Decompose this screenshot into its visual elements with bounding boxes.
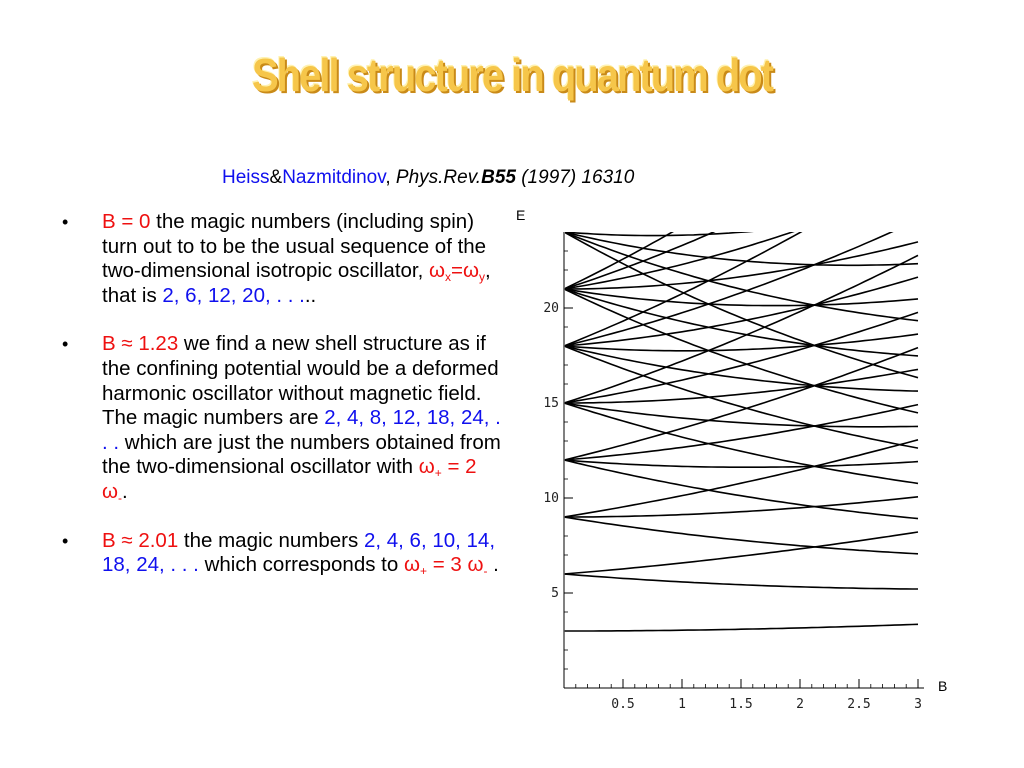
bullet-text: we find a new shell structure as if the … — [102, 332, 499, 430]
energy-level-line — [565, 516, 919, 555]
energy-level-chart: 0.5 1 1.5 2 2.5 3 5 10 15 20 B E — [516, 207, 947, 712]
energy-level-line — [565, 241, 919, 290]
y-tick-label: 15 — [543, 396, 559, 411]
slide-title: Shell structure in quantum dot — [251, 50, 774, 102]
citation-journal: Phys.Rev. — [395, 167, 482, 188]
x-tick-label: 2 — [796, 697, 804, 712]
bullet-text: , that is — [102, 259, 491, 307]
bullet-tail: . — [487, 553, 499, 577]
y-axis-label: E — [516, 207, 525, 223]
citation-year-page: (1997) 16310 — [521, 167, 635, 188]
energy-level-curves — [565, 232, 919, 632]
omega-relation: ω+ = 2 ω- — [102, 455, 477, 505]
energy-level-line — [565, 232, 894, 347]
citation-volume: B55 — [481, 167, 516, 188]
bullet-b-label: B ≈ 2.01 — [102, 528, 179, 552]
energy-level-line — [565, 232, 674, 290]
energy-level-line — [565, 345, 919, 449]
bullet-item-b123: B ≈ 1.23 we find a new shell structure a… — [62, 332, 502, 504]
bullet-tail: . — [122, 479, 128, 503]
energy-level-line — [565, 254, 919, 404]
bullet-item-b201: B ≈ 2.01 the magic numbers 2, 4, 6, 10, … — [62, 529, 502, 578]
energy-level-line — [565, 232, 567, 233]
y-tick-label: 10 — [543, 491, 559, 506]
x-tick-label: 3 — [914, 697, 922, 712]
energy-level-line — [565, 276, 919, 347]
bullet-tail: .. — [304, 283, 317, 307]
energy-level-line — [565, 402, 919, 485]
energy-level-line — [565, 496, 919, 518]
energy-level-line — [565, 232, 919, 322]
energy-level-line — [565, 288, 919, 357]
energy-level-line — [565, 232, 566, 233]
x-tick-label: 2.5 — [847, 697, 870, 712]
energy-level-line — [565, 459, 919, 468]
energy-level-line — [565, 232, 568, 233]
energy-level-line — [565, 232, 919, 379]
energy-level-line — [565, 232, 574, 233]
energy-level-line — [565, 573, 918, 590]
energy-level-line — [565, 232, 803, 347]
bullet-text: which corresponds to — [198, 553, 404, 577]
bullet-list: B = 0 the magic numbers (including spin)… — [62, 210, 502, 602]
energy-level-line — [565, 459, 919, 520]
citation: Heiss&Nazmitdinov, Phys.Rev.B55 (1997) 1… — [222, 167, 634, 189]
y-tick-label: 5 — [551, 586, 559, 601]
energy-level-line — [565, 623, 919, 632]
energy-level-line — [565, 402, 919, 428]
y-tick-label: 20 — [543, 301, 559, 316]
energy-level-line — [565, 346, 919, 461]
citation-author-2: Nazmitdinov — [282, 167, 386, 188]
citation-author-1: Heiss — [222, 167, 270, 188]
energy-level-line — [565, 333, 919, 352]
energy-level-line — [565, 368, 919, 404]
energy-level-line — [565, 288, 919, 307]
energy-level-line — [565, 311, 919, 404]
x-axis-label: B — [938, 678, 947, 694]
energy-level-line — [565, 232, 716, 290]
omega-symbol: ωx=ωy — [429, 259, 485, 285]
citation-ampersand: & — [269, 167, 283, 188]
energy-level-line — [565, 531, 919, 575]
bullet-text: the magic numbers (including spin) turn … — [102, 210, 487, 283]
bullet-item-b0: B = 0 the magic numbers (including spin)… — [62, 210, 502, 308]
energy-level-line — [565, 288, 919, 414]
energy-level-line — [565, 232, 754, 237]
magic-numbers: 2, 4, 8, 12, 18, 24, . . . — [102, 406, 501, 454]
energy-level-line — [565, 439, 919, 518]
magic-numbers: 2, 4, 6, 10, 14, 18, 24, . . . — [102, 528, 496, 577]
energy-level-line — [565, 232, 919, 267]
bullet-b-label: B ≈ 1.23 — [102, 332, 179, 356]
bullet-text: the magic numbers — [178, 528, 364, 552]
citation-comma: , — [385, 167, 391, 188]
x-tick-label: 0.5 — [611, 697, 634, 712]
bullet-text: which are just the numbers obtained from… — [102, 430, 501, 479]
energy-level-line — [565, 403, 919, 461]
x-tick-label: 1.5 — [729, 697, 752, 712]
energy-level-line — [565, 345, 919, 392]
bullet-b-label: B = 0 — [102, 210, 151, 233]
energy-level-line — [565, 232, 795, 290]
omega-relation: ω+ = 3 ω- — [403, 553, 488, 579]
magic-numbers: 2, 6, 12, 20, . . . — [162, 283, 305, 307]
x-tick-label: 1 — [678, 697, 686, 712]
